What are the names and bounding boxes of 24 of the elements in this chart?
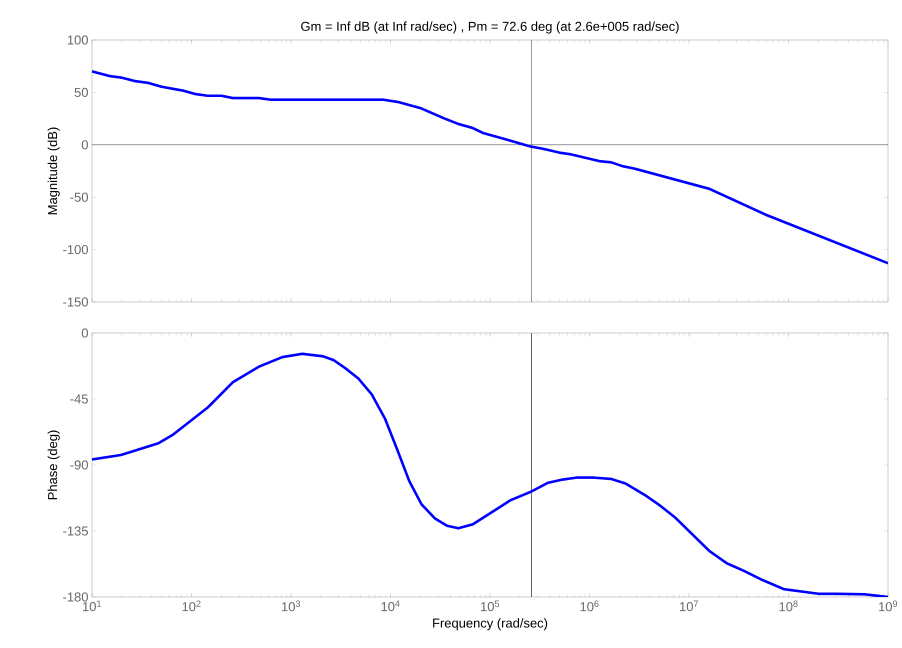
y-tick-label: -90 <box>70 460 88 470</box>
x-tick-label: 10$^{2}$ <box>182 600 201 612</box>
x-axis-title: Frequency (rad/sec) <box>433 618 548 630</box>
y-tick-label: 100 <box>68 35 88 45</box>
x-tick-label: 10$^{1}$ <box>83 600 102 612</box>
x-tick-label: 10$^{6}$ <box>580 600 599 612</box>
chart-title: Gm = Inf dB (at Inf rad/sec) , Pm = 72.6 deg (at 2.6e+005 rad/sec) <box>301 21 679 34</box>
x-tick-label: 10$^{7}$ <box>680 600 698 612</box>
x-tick-label: 10$^{3}$ <box>282 600 300 612</box>
y-tick-label: -100 <box>63 245 88 254</box>
x-tick-label: 10$^{5}$ <box>481 600 500 612</box>
x-tick-label: 10$^{9}$ <box>879 600 898 612</box>
x-tick-label: 10$^{8}$ <box>780 600 798 612</box>
y-tick-label: -45 <box>70 394 88 404</box>
y-tick-label: -50 <box>70 192 88 202</box>
x-tick-label: 10$^{4}$ <box>382 600 400 612</box>
y-tick-label: -150 <box>63 297 88 307</box>
y-tick-label: -180 <box>63 592 88 602</box>
y-tick-label: 0 <box>82 328 88 338</box>
y-axis-title: Phase (deg) <box>48 430 60 500</box>
y-tick-label: 50 <box>74 88 88 97</box>
y-tick-label: -135 <box>63 526 88 536</box>
y-tick-label: 0 <box>82 140 88 150</box>
y-axis-title: Magnitude (dB) <box>48 128 60 214</box>
